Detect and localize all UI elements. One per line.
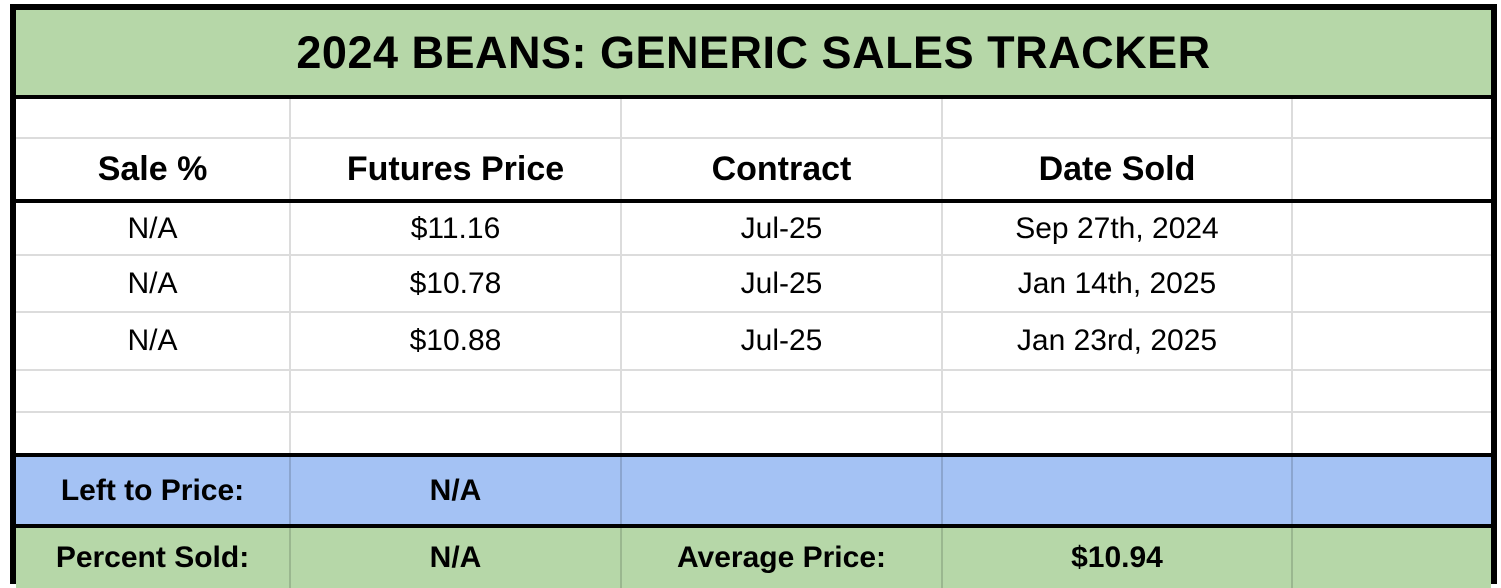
- column-header-empty: [1293, 139, 1491, 199]
- spacer-cell[interactable]: [16, 99, 291, 137]
- cell-date-sold[interactable]: Jan 23rd, 2025: [943, 313, 1293, 369]
- cell-empty[interactable]: [622, 371, 943, 411]
- spacer-cell[interactable]: [943, 99, 1293, 137]
- cell-empty[interactable]: [1293, 528, 1491, 588]
- cell-futures-price[interactable]: $11.16: [291, 203, 622, 254]
- left-to-price-label[interactable]: Left to Price:: [16, 457, 291, 524]
- percent-sold-row: Percent Sold: N/A Average Price: $10.94: [16, 528, 1491, 588]
- spacer-cell[interactable]: [291, 99, 622, 137]
- cell-empty[interactable]: [943, 413, 1293, 453]
- sale-row: N/A $11.16 Jul-25 Sep 27th, 2024: [16, 203, 1491, 256]
- cell-empty[interactable]: [1293, 313, 1491, 369]
- left-to-price-value[interactable]: N/A: [291, 457, 622, 524]
- cell-empty[interactable]: [16, 371, 291, 411]
- cell-empty[interactable]: [1293, 203, 1491, 254]
- title-banner: 2024 BEANS: GENERIC SALES TRACKER: [16, 10, 1491, 99]
- left-to-price-row: Left to Price: N/A: [16, 457, 1491, 528]
- cell-date-sold[interactable]: Sep 27th, 2024: [943, 203, 1293, 254]
- table-title: 2024 BEANS: GENERIC SALES TRACKER: [296, 26, 1211, 78]
- empty-row: [16, 413, 1491, 457]
- cell-futures-price[interactable]: $10.88: [291, 313, 622, 369]
- cell-futures-price[interactable]: $10.78: [291, 256, 622, 311]
- cell-sale-pct[interactable]: N/A: [16, 256, 291, 311]
- cell-sale-pct[interactable]: N/A: [16, 313, 291, 369]
- cell-empty[interactable]: [291, 371, 622, 411]
- header-row: Sale % Futures Price Contract Date Sold: [16, 139, 1491, 203]
- cell-empty[interactable]: [1293, 413, 1491, 453]
- column-header-contract: Contract: [622, 139, 943, 199]
- spacer-cell[interactable]: [622, 99, 943, 137]
- cell-contract[interactable]: Jul-25: [622, 313, 943, 369]
- cell-contract[interactable]: Jul-25: [622, 203, 943, 254]
- cell-empty[interactable]: [943, 371, 1293, 411]
- empty-row: [16, 371, 1491, 413]
- spacer-cell[interactable]: [1293, 99, 1491, 137]
- cell-empty[interactable]: [943, 457, 1293, 524]
- column-header-futures-price: Futures Price: [291, 139, 622, 199]
- sale-row: N/A $10.88 Jul-25 Jan 23rd, 2025: [16, 313, 1491, 371]
- cell-date-sold[interactable]: Jan 14th, 2025: [943, 256, 1293, 311]
- cell-contract[interactable]: Jul-25: [622, 256, 943, 311]
- spacer-row: [16, 99, 1491, 139]
- percent-sold-label[interactable]: Percent Sold:: [16, 528, 291, 588]
- column-header-date-sold: Date Sold: [943, 139, 1293, 199]
- average-price-label[interactable]: Average Price:: [622, 528, 943, 588]
- cell-empty[interactable]: [622, 413, 943, 453]
- cell-empty[interactable]: [291, 413, 622, 453]
- sales-tracker-table: 2024 BEANS: GENERIC SALES TRACKER Sale %…: [10, 4, 1497, 588]
- cell-empty[interactable]: [16, 413, 291, 453]
- cell-empty[interactable]: [1293, 371, 1491, 411]
- cell-empty[interactable]: [622, 457, 943, 524]
- column-header-sale-pct: Sale %: [16, 139, 291, 199]
- percent-sold-value[interactable]: N/A: [291, 528, 622, 588]
- cell-sale-pct[interactable]: N/A: [16, 203, 291, 254]
- cell-empty[interactable]: [1293, 457, 1491, 524]
- cell-empty[interactable]: [1293, 256, 1491, 311]
- average-price-value[interactable]: $10.94: [943, 528, 1293, 588]
- sale-row: N/A $10.78 Jul-25 Jan 14th, 2025: [16, 256, 1491, 313]
